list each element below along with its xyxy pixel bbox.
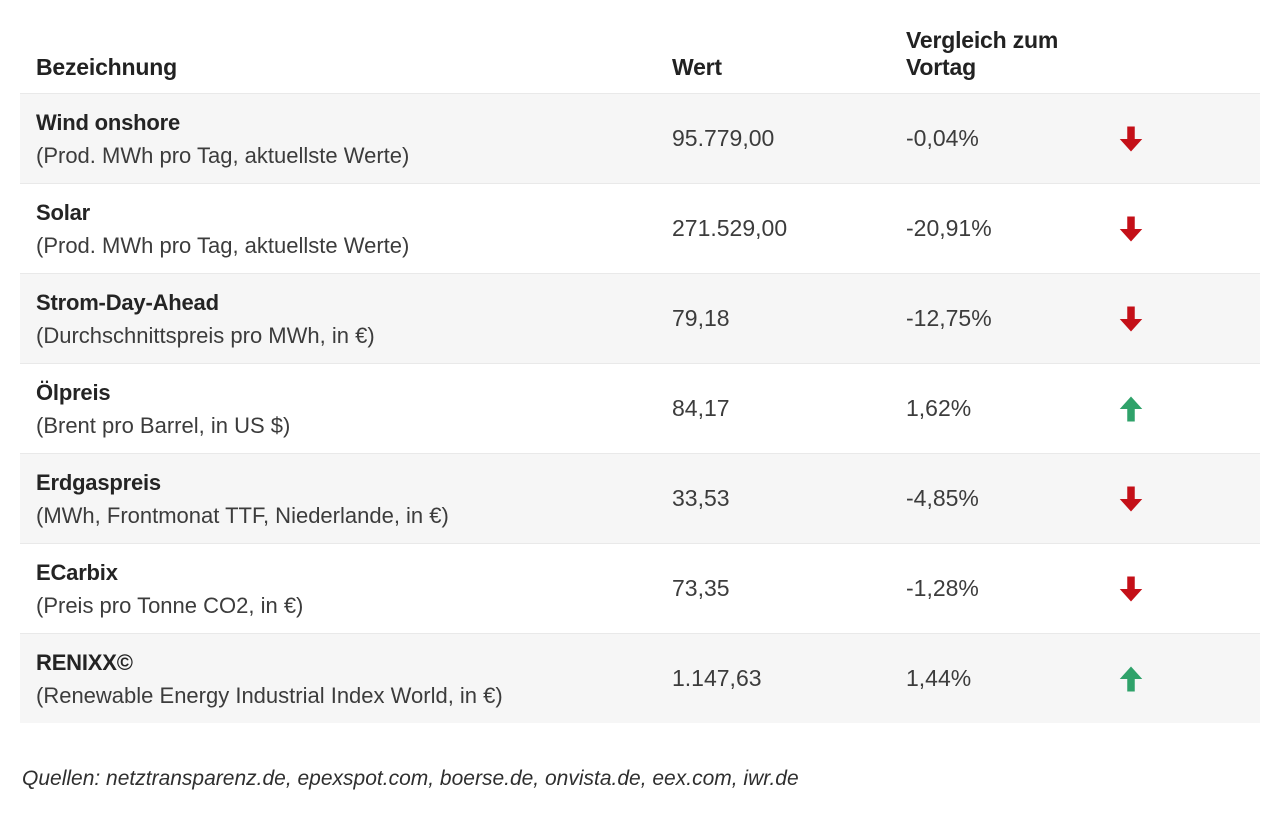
arrow-up-icon [1119, 396, 1143, 421]
table-header-row: Bezeichnung Wert Vergleich zum Vortag [20, 0, 1260, 93]
arrow-down-icon [1119, 216, 1143, 241]
instrument-cell: RENIXX© (Renewable Energy Industrial Ind… [20, 646, 672, 712]
instrument-cell: Solar (Prod. MWh pro Tag, aktuellste Wer… [20, 196, 672, 262]
instrument-description: (Prod. MWh pro Tag, aktuellste Werte) [36, 142, 410, 168]
instrument-cell: Ölpreis (Brent pro Barrel, in US $) [20, 376, 672, 442]
arrow-down-icon [1119, 576, 1143, 601]
change-cell: -4,85% [906, 485, 979, 511]
table-row: Solar (Prod. MWh pro Tag, aktuellste Wer… [20, 183, 1260, 273]
change-cell: -20,91% [906, 215, 992, 241]
instrument-cell: Wind onshore (Prod. MWh pro Tag, aktuell… [20, 106, 672, 172]
value-cell: 1.147,63 [672, 665, 762, 691]
instrument-name: ECarbix [36, 559, 118, 585]
column-header-wert: Wert [672, 54, 722, 80]
change-cell: 1,44% [906, 665, 972, 691]
instrument-name: Strom-Day-Ahead [36, 289, 219, 315]
value-cell: 84,17 [672, 395, 730, 421]
change-cell: 1,62% [906, 395, 972, 421]
arrow-down-icon [1119, 126, 1143, 151]
trend-cell [1091, 484, 1260, 514]
instrument-name: Solar [36, 199, 91, 225]
table-row: ECarbix (Preis pro Tonne CO2, in €) 73,3… [20, 543, 1260, 633]
value-cell: 79,18 [672, 305, 730, 331]
sources-footnote: Quellen: netztransparenz.de, epexspot.co… [22, 767, 799, 790]
arrow-up-icon [1119, 666, 1143, 691]
change-cell: -0,04% [906, 125, 979, 151]
trend-cell [1091, 214, 1260, 244]
instrument-description: (Prod. MWh pro Tag, aktuellste Werte) [36, 232, 410, 258]
column-header-bezeichnung: Bezeichnung [36, 54, 177, 80]
table-row: Ölpreis (Brent pro Barrel, in US $) 84,1… [20, 363, 1260, 453]
trend-cell [1091, 304, 1260, 334]
instrument-description: (Durchschnittspreis pro MWh, in €) [36, 322, 375, 348]
value-cell: 95.779,00 [672, 125, 775, 151]
value-cell: 33,53 [672, 485, 730, 511]
instrument-description: (Preis pro Tonne CO2, in €) [36, 592, 304, 618]
table-row: Strom-Day-Ahead (Durchschnittspreis pro … [20, 273, 1260, 363]
trend-cell [1091, 394, 1260, 424]
column-header-vergleich: Vergleich zum Vortag [906, 27, 1059, 80]
table-row: Erdgaspreis (MWh, Frontmonat TTF, Nieder… [20, 453, 1260, 543]
instrument-cell: Erdgaspreis (MWh, Frontmonat TTF, Nieder… [20, 466, 672, 532]
value-cell: 271.529,00 [672, 215, 788, 241]
trend-cell [1091, 664, 1260, 694]
trend-cell [1091, 124, 1260, 154]
change-cell: -12,75% [906, 305, 992, 331]
instrument-description: (Renewable Energy Industrial Index World… [36, 682, 503, 708]
change-cell: -1,28% [906, 575, 979, 601]
arrow-down-icon [1119, 486, 1143, 511]
table-body: Wind onshore (Prod. MWh pro Tag, aktuell… [20, 93, 1260, 723]
instrument-cell: Strom-Day-Ahead (Durchschnittspreis pro … [20, 286, 672, 352]
instrument-description: (MWh, Frontmonat TTF, Niederlande, in €) [36, 502, 449, 528]
energy-market-table: Bezeichnung Wert Vergleich zum Vortag Wi… [20, 0, 1260, 723]
instrument-name: Wind onshore [36, 109, 181, 135]
table-row: RENIXX© (Renewable Energy Industrial Ind… [20, 633, 1260, 723]
instrument-description: (Brent pro Barrel, in US $) [36, 412, 291, 438]
arrow-down-icon [1119, 306, 1143, 331]
instrument-name: Erdgaspreis [36, 469, 161, 495]
table-row: Wind onshore (Prod. MWh pro Tag, aktuell… [20, 93, 1260, 183]
value-cell: 73,35 [672, 575, 730, 601]
trend-cell [1091, 574, 1260, 604]
instrument-cell: ECarbix (Preis pro Tonne CO2, in €) [20, 556, 672, 622]
instrument-name: RENIXX© [36, 649, 133, 675]
instrument-name: Ölpreis [36, 379, 111, 405]
